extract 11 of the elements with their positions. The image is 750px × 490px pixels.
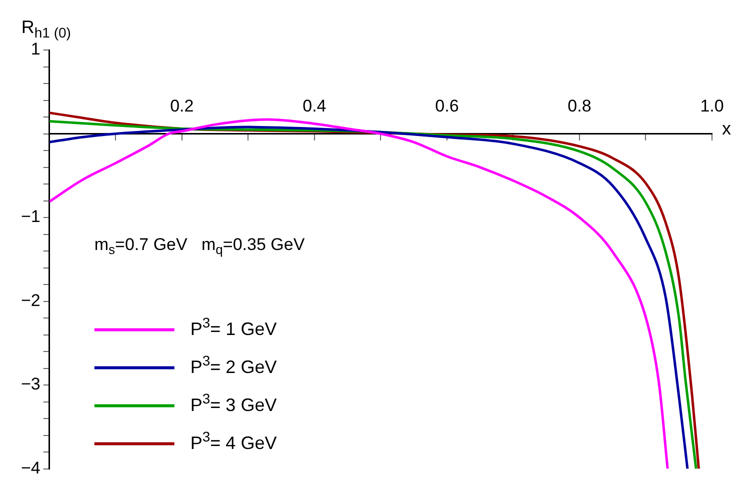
- y-tick-label: 1: [30, 40, 40, 59]
- x-tick-label: 0.4: [302, 96, 326, 116]
- y-tick-label: −2: [20, 290, 40, 310]
- x-tick-label: 1.0: [700, 96, 724, 116]
- x-axis-title: x: [722, 118, 731, 139]
- y-tick-label: −3: [20, 374, 40, 394]
- x-tick-label: 0.6: [435, 96, 459, 116]
- x-tick-label: 0.2: [170, 96, 194, 116]
- y-tick-label: −4: [20, 458, 40, 478]
- x-tick-label: 0.8: [568, 96, 592, 116]
- y-tick-label: −1: [20, 207, 40, 226]
